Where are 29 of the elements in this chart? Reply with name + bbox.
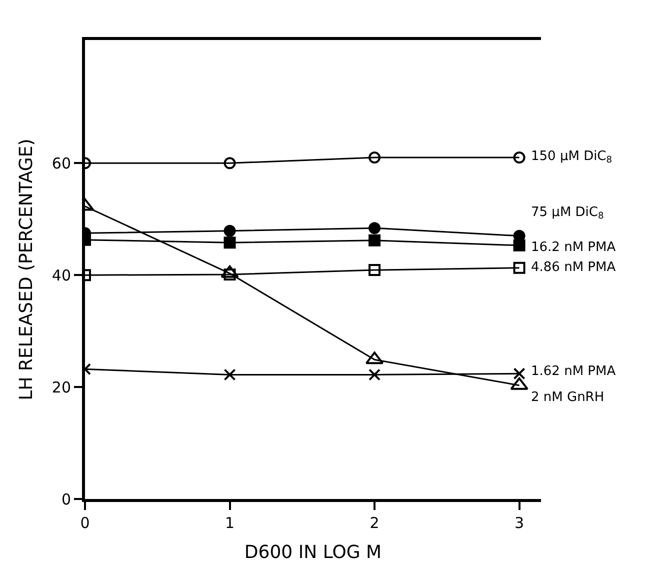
y-axis-title: LH RELEASED (PERCENTAGE)	[16, 138, 38, 400]
point	[513, 368, 526, 380]
point	[224, 368, 236, 381]
series-label: 1.62 nM PMA	[531, 364, 616, 379]
point	[368, 264, 381, 276]
point	[224, 224, 236, 237]
series-label: 150 µM DiC$_{8}$	[531, 149, 612, 166]
series-label: 4.86 nM PMA	[531, 260, 616, 275]
y-tick-label: 20	[52, 378, 71, 396]
series-label: 16.2 nM PMA	[531, 240, 616, 255]
series-label: 2 nM GnRH	[531, 390, 604, 405]
point	[513, 239, 526, 252]
point	[368, 368, 381, 381]
point	[368, 152, 381, 164]
point	[368, 234, 381, 246]
y-tick-label: 0	[61, 490, 71, 508]
y-tick-label: 60	[52, 154, 71, 172]
x-tick-label: 1	[224, 514, 235, 532]
series-label: 75 µM DiC$_{8}$	[531, 205, 604, 222]
point	[368, 222, 381, 234]
x-tick-label: 0	[80, 514, 90, 532]
x-axis-title: D600 IN LOG M	[244, 542, 382, 564]
point	[224, 236, 236, 249]
point	[513, 262, 526, 274]
x-tick-label: 2	[370, 514, 380, 532]
y-tick-label: 40	[52, 266, 71, 284]
point	[224, 157, 236, 170]
point	[513, 152, 526, 164]
x-tick-label: 3	[514, 514, 524, 532]
